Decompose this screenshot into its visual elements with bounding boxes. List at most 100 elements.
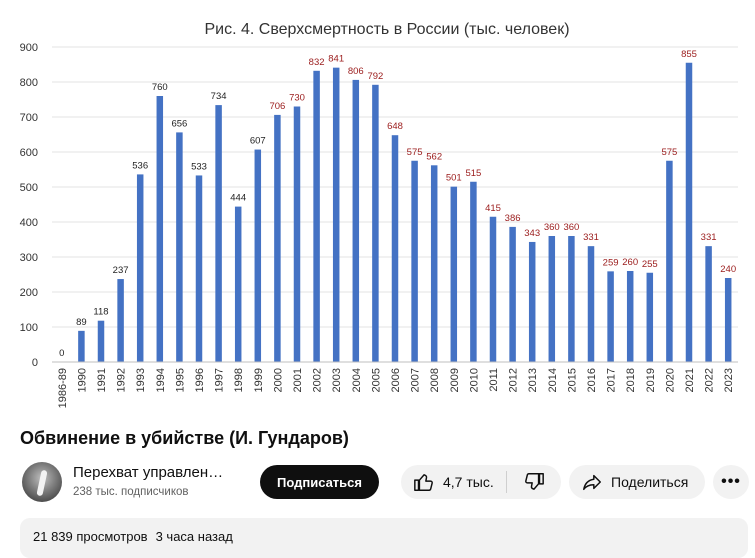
x-tick-label: 1996 [194, 368, 206, 392]
bar-value-label: 237 [113, 265, 129, 276]
chart-title: Рис. 4. Сверхсмертность в России (тыс. ч… [204, 21, 569, 38]
share-button[interactable]: Поделиться [569, 465, 705, 499]
bar-value-label: 255 [642, 259, 658, 270]
x-tick-label: 2010 [468, 368, 480, 392]
thumbs-down-icon [525, 473, 544, 490]
x-tick-label: 2007 [410, 368, 422, 392]
x-tick-label: 2019 [645, 368, 657, 392]
bar [548, 236, 556, 362]
bar-value-label: 515 [465, 168, 481, 179]
y-tick-label: 200 [20, 287, 38, 299]
bar-value-label: 562 [426, 151, 442, 162]
bar [509, 226, 516, 362]
x-tick-label: 1991 [96, 368, 108, 392]
bar [372, 84, 379, 363]
bar [470, 181, 477, 362]
y-tick-label: 600 [20, 147, 38, 159]
share-label: Поделиться [611, 474, 689, 490]
x-tick-label: 1992 [116, 368, 128, 392]
bar-value-label: 360 [544, 222, 560, 233]
y-tick-label: 500 [20, 182, 38, 194]
bar [215, 105, 222, 362]
bar-value-label: 607 [250, 136, 266, 147]
bar [666, 160, 673, 362]
bar-value-label: 331 [701, 232, 717, 243]
bar-value-label: 501 [446, 173, 462, 184]
subscribe-button[interactable]: Подписаться [260, 465, 379, 499]
bar [685, 62, 693, 362]
bar-value-label: 841 [328, 54, 344, 65]
channel-avatar-icon[interactable] [22, 462, 62, 502]
more-actions-button[interactable]: ••• [713, 465, 749, 499]
bar-chart: Рис. 4. Сверхсмертность в России (тыс. ч… [20, 21, 738, 408]
channel-action-row: Перехват управлен… 238 тыс. подписчиков … [0, 462, 755, 502]
subscriber-count: 238 тыс. подписчиков [73, 486, 189, 498]
bar-value-label: 89 [76, 317, 87, 328]
x-tick-label: 1993 [135, 368, 147, 392]
x-tick-label: 2005 [370, 368, 382, 392]
like-count: 4,7 тыс. [443, 474, 494, 490]
bar [724, 278, 732, 362]
x-tick-label: 2013 [527, 368, 539, 392]
x-tick-label: 2003 [331, 368, 343, 392]
view-count: 21 839 просмотров [33, 529, 148, 544]
dislike-button[interactable] [507, 465, 561, 499]
x-tick-label: 2020 [664, 368, 676, 392]
share-arrow-icon [583, 474, 601, 491]
bar [234, 206, 242, 362]
x-tick-label: 1994 [155, 368, 167, 392]
x-tick-label: 2015 [566, 368, 578, 392]
y-tick-label: 400 [20, 217, 38, 229]
bar-value-label: 536 [132, 160, 148, 171]
like-button[interactable]: 4,7 тыс. [401, 465, 506, 499]
bar-value-label: 533 [191, 161, 207, 172]
x-tick-label: 2008 [429, 368, 441, 392]
thumbs-up-icon [414, 474, 433, 491]
bar-value-label: 575 [661, 147, 677, 158]
video-title[interactable]: Обвинение в убийстве (И. Гундаров) [20, 428, 349, 448]
x-tick-label: 2023 [723, 368, 735, 392]
bar [646, 272, 654, 362]
bar [528, 241, 536, 362]
bar-value-label: 444 [230, 193, 246, 204]
bar [274, 114, 281, 363]
description-box[interactable]: 21 839 просмотров 3 часа назад [20, 518, 748, 558]
x-tick-label: 2011 [488, 368, 500, 392]
bar-value-label: 360 [563, 222, 579, 233]
y-tick-label: 100 [20, 322, 38, 334]
x-tick-label: 2002 [312, 368, 324, 392]
bar-value-label: 118 [93, 307, 108, 318]
bar-value-label: 806 [348, 66, 364, 77]
bar-value-label: 415 [485, 203, 501, 214]
bar-value-label: 832 [309, 57, 325, 68]
x-tick-label: 2014 [547, 368, 559, 392]
x-tick-label: 2016 [586, 368, 598, 392]
bar-value-label: 648 [387, 121, 403, 132]
chart-bars [78, 62, 732, 363]
y-tick-label: 900 [20, 42, 38, 54]
bar [489, 216, 497, 362]
x-tick-label: 2001 [292, 368, 304, 392]
x-tick-label: 2000 [272, 368, 284, 392]
bar-value-label: 855 [681, 49, 697, 60]
bar-value-label: 343 [524, 228, 540, 239]
bar [411, 160, 418, 362]
bar [117, 279, 124, 362]
bar-value-label: 575 [407, 147, 423, 158]
bar [391, 135, 399, 362]
x-tick-label: 1997 [214, 368, 226, 392]
bar [450, 186, 458, 362]
channel-name[interactable]: Перехват управлен… [73, 464, 224, 481]
like-dislike-group: 4,7 тыс. [401, 465, 561, 499]
upload-time: 3 часа назад [155, 529, 233, 544]
x-tick-label: 2017 [606, 368, 618, 392]
y-tick-label: 700 [20, 112, 38, 124]
x-tick-label: 2022 [704, 368, 716, 392]
bar [587, 246, 595, 362]
bar [332, 67, 340, 363]
x-tick-label: 1995 [174, 368, 186, 392]
y-tick-label: 300 [20, 252, 38, 264]
x-tick-label: 2012 [508, 368, 520, 392]
y-tick-label: 0 [32, 357, 38, 369]
x-tick-label: 2021 [684, 368, 696, 392]
